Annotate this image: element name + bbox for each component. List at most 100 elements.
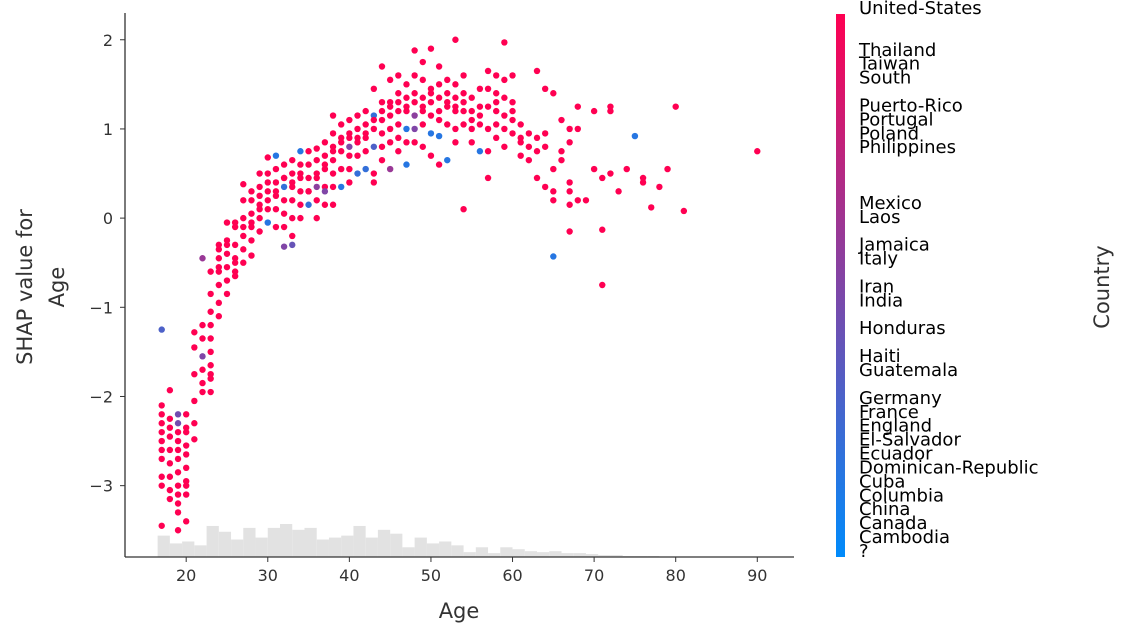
scatter-point: [468, 107, 475, 115]
scatter-point: [517, 121, 524, 128]
colorbar-label: Thailand: [858, 40, 936, 61]
scatter-point: [231, 241, 239, 249]
scatter-point: [346, 116, 353, 124]
scatter-point: [354, 112, 361, 119]
scatter-point: [639, 179, 647, 186]
histogram-bar: [610, 555, 623, 557]
scatter-point: [460, 90, 467, 97]
scatter-point: [297, 148, 304, 155]
scatter-point: [435, 107, 443, 115]
colorbar-label: France: [859, 402, 919, 423]
scatter-point: [395, 90, 402, 97]
scatter-point: [329, 156, 337, 164]
scatter-point: [672, 103, 679, 110]
scatter-point: [207, 388, 214, 396]
scatter-point: [362, 107, 369, 115]
scatter-point: [223, 237, 231, 244]
scatter-point: [174, 527, 182, 534]
scatter-point: [354, 139, 361, 146]
scatter-point: [280, 223, 288, 231]
scatter-point: [256, 192, 263, 200]
scatter-point: [533, 67, 541, 75]
scatter-point: [215, 255, 223, 262]
scatter-point: [182, 411, 190, 418]
histogram-bar: [573, 553, 586, 557]
scatter-point: [574, 125, 581, 133]
scatter-point: [248, 197, 255, 204]
scatter-point: [289, 241, 296, 249]
scatter-point: [444, 103, 451, 110]
scatter-point: [289, 197, 296, 204]
histogram-bar: [598, 555, 611, 557]
scatter-point: [305, 174, 312, 182]
x-tick-label: 80: [666, 566, 686, 585]
scatter-point: [460, 72, 467, 79]
scatter-point: [419, 121, 426, 128]
scatter-point: [191, 344, 198, 351]
scatter-point: [305, 148, 312, 155]
histogram-bar: [512, 549, 525, 557]
scatter-point: [525, 156, 533, 164]
colorbar-label: Columbia: [859, 485, 944, 506]
scatter-point: [411, 90, 418, 97]
scatter-point: [590, 165, 598, 173]
scatter-point: [444, 121, 451, 128]
scatter-point: [395, 148, 402, 155]
y-tick-label: −3: [89, 477, 113, 496]
colorbar-label: Ecuador: [859, 444, 933, 465]
histogram-bar: [451, 545, 464, 557]
scatter-point: [166, 387, 174, 394]
scatter-point: [541, 183, 549, 191]
scatter-point: [174, 500, 182, 507]
scatter-point: [435, 132, 443, 140]
scatter-point: [444, 156, 451, 164]
scatter-point: [411, 47, 418, 54]
scatter-point: [452, 81, 459, 88]
scatter-point: [182, 428, 190, 436]
scatter-point: [378, 116, 386, 124]
scatter-point: [484, 174, 492, 182]
colorbar-label: United-States: [859, 0, 982, 19]
x-tick-label: 90: [747, 566, 767, 585]
histogram-bar: [585, 554, 599, 557]
scatter-point: [493, 134, 500, 142]
scatter-point: [207, 370, 214, 378]
scatter-point: [444, 76, 451, 84]
colorbar-label: Iran: [859, 276, 894, 297]
scatter-point: [280, 243, 288, 250]
scatter-point: [313, 156, 320, 164]
scatter-point: [754, 148, 761, 155]
scatter-point: [264, 188, 271, 195]
scatter-point: [158, 473, 165, 480]
scatter-point: [607, 103, 614, 110]
histogram-bar: [182, 541, 195, 557]
colorbar-label: Dominican-Republic: [859, 457, 1039, 478]
scatter-point: [501, 143, 508, 150]
colorbar-label: Cuba: [859, 471, 905, 492]
scatter-point: [199, 321, 206, 329]
scatter-point: [191, 329, 198, 336]
scatter-point: [321, 165, 329, 173]
scatter-point: [158, 411, 165, 418]
scatter-point: [582, 197, 590, 204]
scatter-point: [386, 76, 394, 84]
histogram-bar: [500, 547, 513, 557]
scatter-point: [256, 205, 263, 213]
scatter-point: [215, 241, 223, 249]
scatter-point: [272, 165, 280, 173]
scatter-point: [517, 134, 524, 142]
scatter-point: [550, 188, 557, 195]
scatter-point: [207, 321, 214, 329]
scatter-point: [607, 170, 614, 177]
colorbar-label: Honduras: [859, 318, 946, 339]
scatter-point: [427, 85, 435, 93]
scatter-point: [419, 76, 426, 84]
y-tick-label: 0: [103, 209, 113, 228]
colorbar-label: Jamaica: [858, 235, 930, 256]
scatter-point: [509, 107, 516, 115]
colorbar-label: Canada: [859, 513, 928, 534]
scatter-point: [158, 437, 165, 445]
scatter-point: [509, 72, 516, 79]
x-tick-label: 20: [176, 566, 196, 585]
y-tick-label: −2: [89, 387, 113, 406]
